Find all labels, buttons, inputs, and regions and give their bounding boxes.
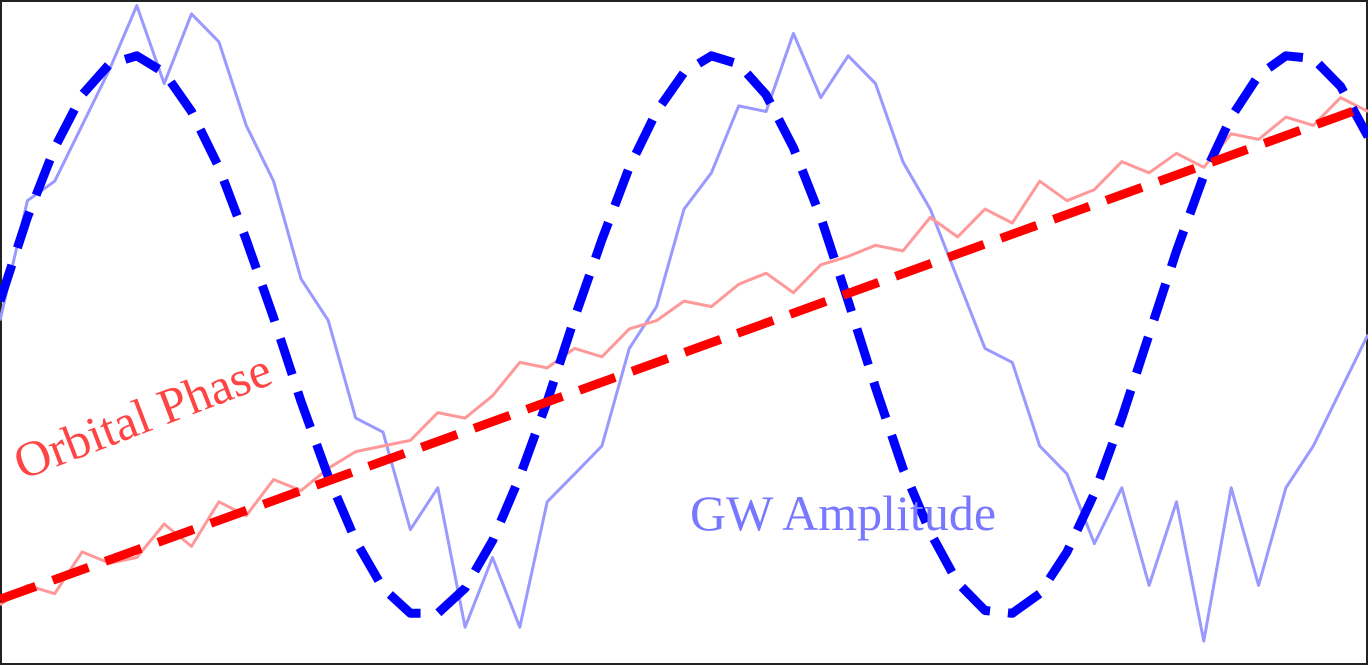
series-line-gw-fit <box>0 51 1368 618</box>
gw-amplitude-label: GW Amplitude <box>690 485 996 541</box>
series-line-gw-noisy <box>0 4 1368 643</box>
series-line-phase-noisy <box>0 96 1368 607</box>
series-line-phase-fit <box>0 101 1368 604</box>
series-layer <box>0 4 1368 643</box>
